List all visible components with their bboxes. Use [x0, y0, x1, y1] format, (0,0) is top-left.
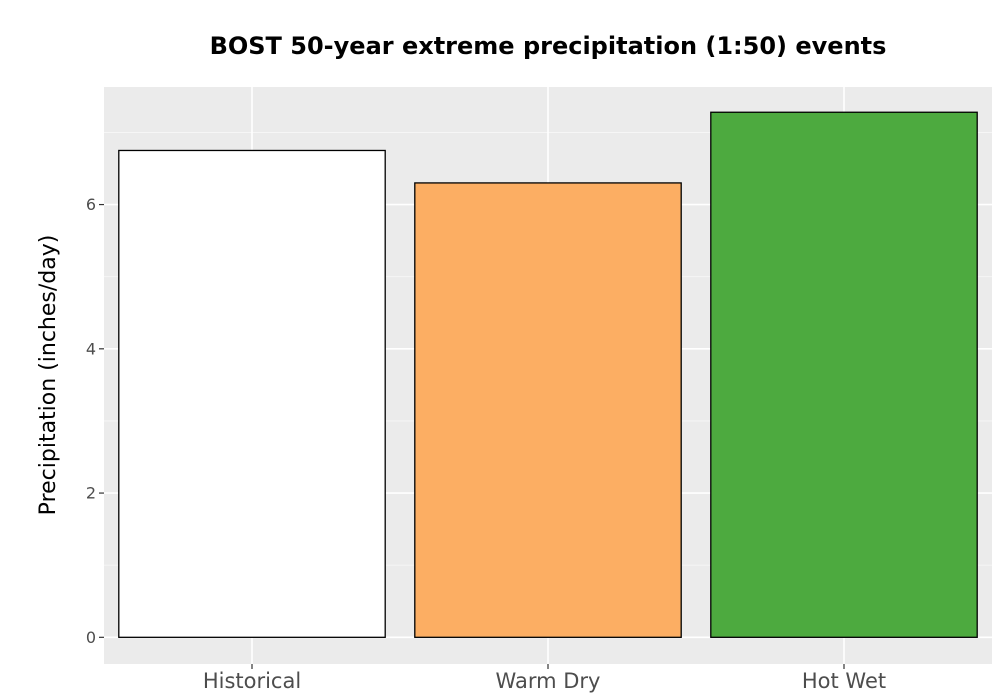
y-tick-label: 6 — [86, 195, 96, 214]
x-tick-label: Hot Wet — [802, 669, 886, 693]
bar-warm-dry — [414, 182, 682, 638]
y-tick-label: 2 — [86, 484, 96, 503]
bar-hot-wet — [710, 111, 978, 638]
y-tick-label: 4 — [86, 339, 96, 358]
chart-title: BOST 50-year extreme precipitation (1:50… — [210, 32, 887, 60]
x-tick-label: Warm Dry — [496, 669, 601, 693]
y-axis-label: Precipitation (inches/day) — [36, 235, 61, 516]
bars — [118, 111, 978, 638]
y-axis: 0 2 4 6 — [86, 195, 104, 647]
x-tick-label: Historical — [203, 669, 301, 693]
bar-historical — [118, 149, 386, 638]
x-axis: Historical Warm Dry Hot Wet — [203, 664, 886, 693]
y-tick-label: 0 — [86, 628, 96, 647]
